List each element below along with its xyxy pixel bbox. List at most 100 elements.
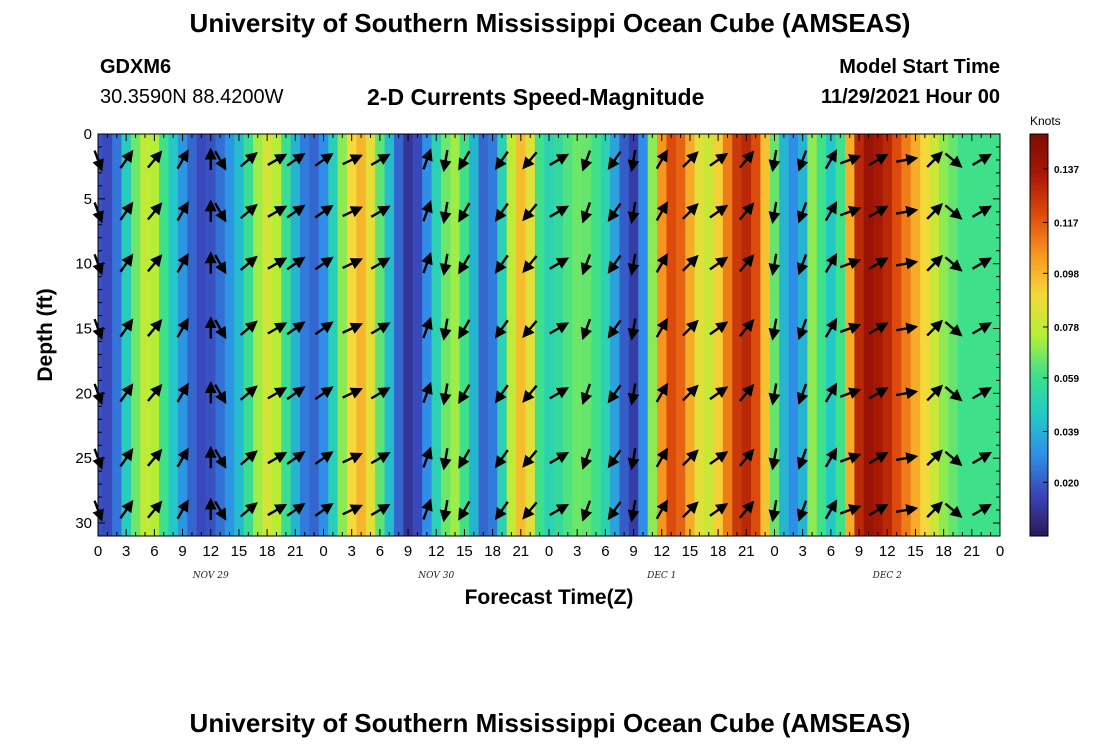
current-arrow xyxy=(494,202,509,222)
x-tick-label: 21 xyxy=(963,543,980,560)
heatmap-cell xyxy=(826,134,837,536)
heatmap-cell xyxy=(929,134,940,536)
current-arrow xyxy=(267,503,288,517)
current-arrow xyxy=(627,500,640,523)
current-arrow xyxy=(868,205,889,218)
current-arrow xyxy=(522,320,538,339)
current-arrow xyxy=(214,254,227,275)
heatmap-cell xyxy=(168,134,179,536)
current-arrow xyxy=(839,452,862,464)
current-arrow xyxy=(147,448,163,467)
heatmap-cell xyxy=(657,134,668,536)
current-arrow xyxy=(768,253,781,276)
y-tick-label: 25 xyxy=(75,450,92,467)
heatmap-cell xyxy=(196,134,207,536)
current-arrow xyxy=(549,451,570,465)
current-arrow xyxy=(239,151,258,168)
heatmap-cell xyxy=(873,134,884,536)
current-arrow xyxy=(709,152,729,167)
heatmap-cell xyxy=(544,134,555,536)
current-arrow xyxy=(709,204,729,219)
heatmap-cell xyxy=(628,134,639,536)
colorbar-title: Knots xyxy=(1030,114,1061,128)
x-tick-label: 15 xyxy=(231,543,248,560)
current-arrow xyxy=(839,206,862,218)
current-arrow xyxy=(239,320,258,336)
current-arrow xyxy=(895,257,919,270)
current-arrow xyxy=(971,322,992,335)
current-arrow xyxy=(926,501,943,518)
x-tick-label: 6 xyxy=(150,543,158,560)
current-arrow xyxy=(709,386,729,401)
current-arrow xyxy=(549,153,570,166)
heatmap-cell xyxy=(431,134,442,536)
y-tick-label: 0 xyxy=(84,126,92,143)
heatmap-cell xyxy=(187,134,198,536)
current-arrow xyxy=(119,499,134,519)
current-arrow xyxy=(580,500,593,522)
current-arrow xyxy=(119,318,134,338)
current-arrow xyxy=(439,448,452,471)
current-arrow xyxy=(627,448,640,471)
heatmap-cell xyxy=(957,134,968,536)
current-arrow xyxy=(267,322,288,335)
current-arrow xyxy=(176,382,189,403)
x-tick-label: 0 xyxy=(545,543,553,560)
current-arrow xyxy=(868,451,889,465)
heatmap-cell xyxy=(685,134,696,536)
current-arrow xyxy=(370,451,391,465)
x-tick-label: 9 xyxy=(629,543,637,560)
current-arrow xyxy=(926,319,943,337)
current-arrow xyxy=(286,204,306,219)
chart-svg: 0 3 6 9 12 15 18 21 0 3 6 9 12 15 18 21 0 3 6 9 12 15 18 21 0 3 6 9… xyxy=(34,114,1079,609)
current-arrow xyxy=(421,381,433,404)
current-arrow xyxy=(868,503,889,517)
heatmap-cell xyxy=(985,134,996,536)
current-arrow xyxy=(607,449,622,469)
current-arrow xyxy=(926,254,943,272)
current-arrow xyxy=(522,255,538,274)
current-arrow xyxy=(627,149,640,173)
current-arrow xyxy=(119,201,134,221)
current-arrow xyxy=(709,321,729,336)
current-arrow xyxy=(458,500,471,521)
current-arrow xyxy=(926,384,943,402)
current-arrow xyxy=(494,384,509,404)
current-arrow xyxy=(895,153,919,166)
model-start-value: 11/29/2021 Hour 00 xyxy=(820,86,1000,108)
x-tick-label: 21 xyxy=(512,543,529,560)
current-arrow xyxy=(971,503,992,517)
current-arrow xyxy=(176,149,189,170)
current-arrow xyxy=(239,450,258,466)
current-arrow xyxy=(421,148,433,170)
x-tick-label: 21 xyxy=(738,543,755,560)
current-arrow xyxy=(314,451,334,465)
current-arrow xyxy=(709,502,729,517)
heatmap-cell xyxy=(281,134,292,536)
heatmap-cell xyxy=(704,134,715,536)
x-tick-label: 15 xyxy=(456,543,473,560)
current-arrow xyxy=(682,151,699,168)
current-arrow xyxy=(214,384,227,405)
heatmap-cell xyxy=(666,134,677,536)
current-arrow xyxy=(682,254,699,272)
heatmap-cell xyxy=(938,134,949,536)
current-arrow xyxy=(839,504,862,516)
heatmap-cell xyxy=(638,134,649,536)
chart-title-top: University of Southern Mississippi Ocean… xyxy=(189,8,911,38)
station-coordinates: 30.3590N 88.4200W xyxy=(100,86,284,108)
current-arrow xyxy=(944,386,963,402)
current-arrow xyxy=(655,149,668,170)
current-arrow xyxy=(944,321,963,337)
current-arrow xyxy=(176,447,189,468)
heatmap-cell xyxy=(469,134,480,536)
current-arrow xyxy=(119,253,134,273)
y-tick-label: 10 xyxy=(75,256,92,273)
current-arrow xyxy=(796,318,809,341)
current-arrow xyxy=(214,150,227,171)
x-tick-label: 3 xyxy=(799,543,807,560)
current-arrow xyxy=(342,504,363,516)
heatmap-cell xyxy=(346,134,357,536)
heatmap-cell xyxy=(384,134,395,536)
heatmap-cell xyxy=(262,134,273,536)
